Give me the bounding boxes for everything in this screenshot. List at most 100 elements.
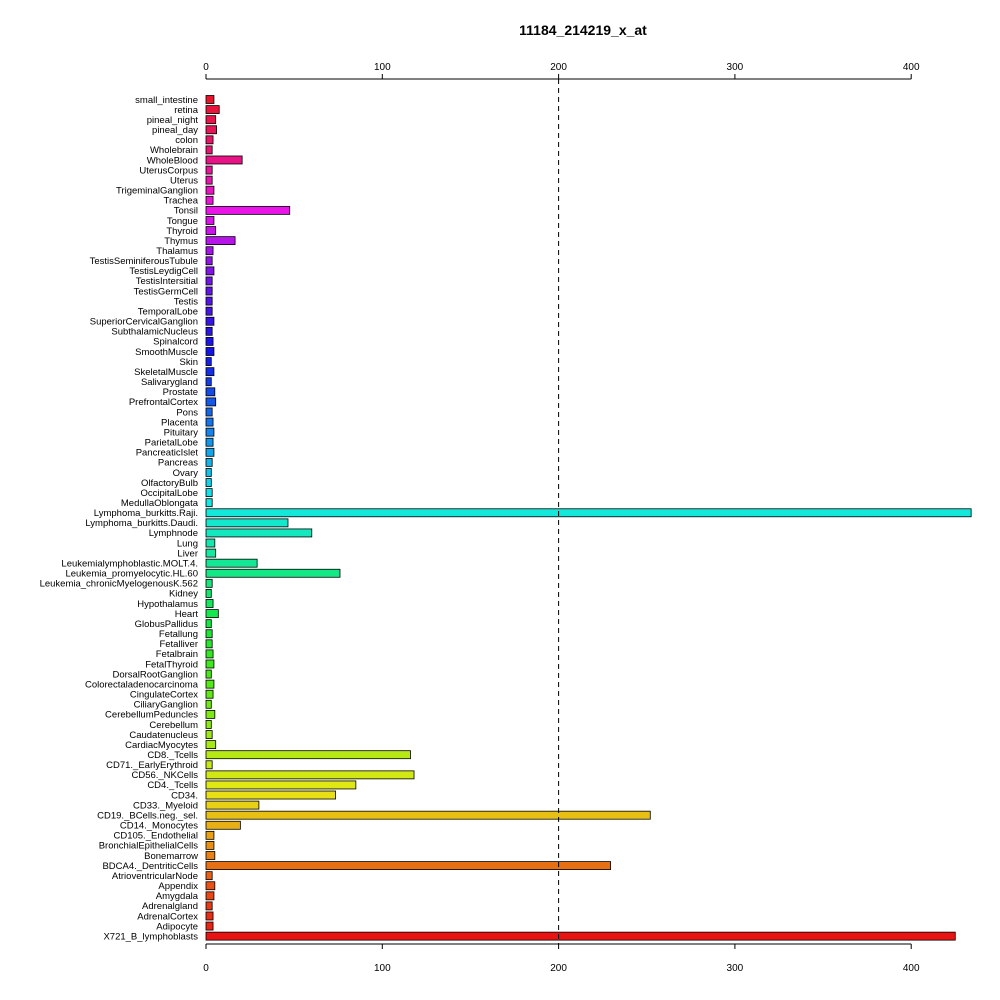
- top-axis: 0 100 200 300 400: [203, 62, 920, 80]
- category-label: Skin: [180, 357, 198, 368]
- category-label: Colorectaladenocarcinoma: [85, 679, 199, 690]
- bar-Fetalbrain: [205, 649, 214, 659]
- category-label: Amygdala: [156, 891, 199, 902]
- category-label: Thymus: [164, 236, 198, 247]
- category-label: Kidney: [169, 589, 198, 600]
- bar-Bonemarrow: [205, 851, 216, 860]
- bar-Wholebrain: [205, 145, 213, 155]
- category-label: Lung: [177, 538, 198, 549]
- bar-Amygdala: [205, 891, 215, 901]
- bar-Prostate: [205, 387, 216, 397]
- category-label: Pons: [176, 407, 198, 418]
- category-label: Trachea: [164, 196, 199, 207]
- bar-CD4._Tcells: [205, 780, 357, 790]
- bar-Thyroid: [205, 226, 217, 235]
- bar-Lymphoma_burkitts.Daudi.: [205, 518, 289, 528]
- bar-CerebellumPeduncles: [205, 709, 216, 719]
- bar-BronchialEpithelialCells: [205, 841, 215, 850]
- bar-Testis: [205, 296, 213, 306]
- bar-TemporalLobe: [205, 306, 213, 316]
- category-label: Pancreas: [158, 458, 198, 469]
- bar-AtrioventricularNode: [205, 871, 213, 881]
- tick-label: 200: [550, 62, 567, 73]
- category-label: DorsalRootGanglion: [112, 669, 198, 680]
- category-label: Fetalbrain: [156, 649, 198, 660]
- bar-retina: [205, 105, 220, 114]
- bar-CD105._Endothelial: [205, 830, 215, 840]
- category-label: PancreaticIslet: [136, 448, 199, 459]
- bar-Pancreas: [205, 457, 213, 467]
- bar-SubthalamicNucleus: [205, 326, 213, 336]
- category-label: TestisGermCell: [134, 286, 198, 297]
- bar-Appendix: [205, 881, 216, 891]
- category-label: Lymphoma_burkitts.Raji.: [94, 508, 198, 519]
- category-label: CiliaryGanglion: [134, 700, 198, 711]
- bar-Trachea: [205, 195, 214, 205]
- bar-GlobusPallidus: [205, 619, 212, 629]
- bar-CD33._Myeloid: [205, 800, 260, 810]
- bar-PancreaticIslet: [205, 447, 215, 457]
- bar-PrefrontalCortex: [205, 397, 217, 407]
- bar-Heart: [205, 609, 219, 618]
- category-label: MedullaOblongata: [121, 498, 199, 509]
- bottom-axis: 0 100 200 300 400: [203, 943, 920, 974]
- tick-label: 0: [203, 963, 209, 974]
- category-label: ParietalLobe: [145, 438, 198, 449]
- bar-TestisLeydigCell: [205, 266, 215, 276]
- bar-Pons: [205, 407, 213, 417]
- category-label: CD33._Myeloid: [133, 800, 198, 811]
- bar-pineal_day: [205, 125, 217, 135]
- bar-Lung: [205, 538, 216, 548]
- bar-AdrenalCortex: [205, 911, 214, 921]
- category-label: SkeletalMuscle: [134, 367, 198, 378]
- bar-OlfactoryBulb: [205, 478, 212, 487]
- bar-MedullaOblongata: [205, 498, 213, 508]
- category-label: SmoothMuscle: [135, 347, 198, 358]
- category-label: CD71._EarlyErythroid: [106, 760, 198, 771]
- category-label: Lymphnode: [149, 528, 198, 539]
- category-label: CD34.: [171, 790, 198, 801]
- bar-WholeBlood: [205, 155, 243, 165]
- category-label: pineal_night: [147, 115, 199, 126]
- bar-Tongue: [205, 216, 215, 225]
- category-label: UterusCorpus: [139, 165, 198, 176]
- category-label: Leukemia_promyelocytic.HL.60: [65, 569, 198, 580]
- category-label: Uterus: [170, 175, 198, 186]
- category-label: AdrenalCortex: [137, 911, 198, 922]
- category-label: Tonsil: [174, 206, 198, 217]
- bar-Lymphnode: [205, 528, 313, 538]
- category-label: colon: [175, 135, 198, 146]
- bar-Thalamus: [205, 246, 214, 256]
- bar-Salivarygland: [205, 377, 212, 387]
- bar-CD8._Tcells: [205, 750, 411, 760]
- category-label: FetalThyroid: [145, 659, 198, 670]
- category-label: Lymphoma_burkitts.Daudi.: [85, 518, 198, 529]
- bar-UterusCorpus: [205, 165, 213, 175]
- category-label: CerebellumPeduncles: [105, 710, 198, 721]
- bar-BDCA4._DentriticCells: [205, 861, 612, 870]
- bar-Leukemia_chronicMyelogenousK.562: [205, 578, 213, 588]
- tick-label: 100: [374, 963, 391, 974]
- category-label: Thyroid: [166, 226, 198, 237]
- category-label: Thalamus: [156, 246, 198, 257]
- bar-Adrenalgland: [205, 901, 213, 911]
- category-label: TestisSeminiferousTubule: [90, 256, 198, 267]
- category-label: Bonemarrow: [144, 851, 198, 862]
- category-label: Prostate: [163, 387, 198, 398]
- category-label: X721_B_lymphoblasts: [103, 931, 198, 942]
- bar-SuperiorCervicalGanglion: [205, 316, 215, 326]
- category-label: TestisIntersitial: [136, 276, 198, 287]
- tick-label: 400: [903, 62, 920, 73]
- bar-Ovary: [205, 468, 212, 477]
- tick-label: 100: [374, 62, 391, 73]
- bar-SmoothMuscle: [205, 347, 215, 356]
- bar-CD56._NKCells: [205, 770, 415, 780]
- bar-SkeletalMuscle: [205, 367, 215, 377]
- category-label: Adipocyte: [156, 921, 198, 932]
- category-label: CD19._BCells.neg._sel.: [97, 810, 198, 821]
- bar-Spinalcord: [205, 337, 214, 346]
- bar-TestisGermCell: [205, 286, 213, 296]
- category-label: Wholebrain: [150, 145, 198, 156]
- category-label: CardiacMyocytes: [125, 740, 198, 751]
